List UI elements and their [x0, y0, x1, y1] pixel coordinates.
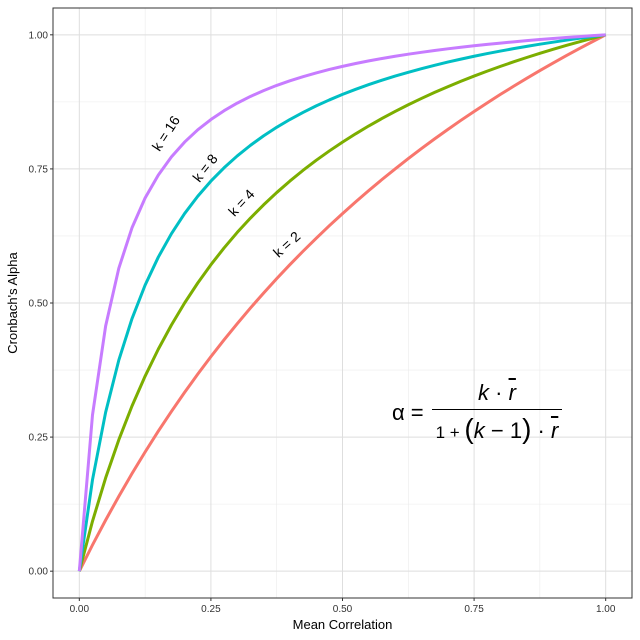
y-tick-label: 1.00: [29, 30, 49, 41]
x-tick-label: 0.00: [70, 604, 90, 615]
formula-equals: =: [410, 399, 424, 425]
series-line-k8: [77, 33, 606, 572]
series-line-k4: [77, 33, 607, 572]
formula-numerator: k · r: [474, 380, 520, 409]
formula-minus-one: − 1: [484, 418, 523, 443]
formula-rbar2: r: [550, 418, 559, 443]
x-axis-title: Mean Correlation: [293, 617, 393, 632]
y-tick-label: 0.75: [29, 164, 49, 175]
formula-close-paren: ): [522, 413, 532, 444]
formula-k: k: [477, 380, 489, 405]
x-tick-label: 0.50: [333, 604, 353, 615]
x-tick-label: 1.00: [596, 604, 616, 615]
curve-label: k = 8: [189, 151, 221, 185]
x-tick-label: 0.75: [464, 604, 484, 615]
formula-fraction: k · r 1 + (k − 1) · r: [431, 380, 563, 445]
formula-one: 1 +: [435, 423, 465, 442]
formula-dot: ·: [495, 380, 503, 405]
formula-k2: k: [473, 418, 485, 443]
formula-open-paren: (: [464, 413, 474, 444]
formula-dot2: ·: [537, 418, 545, 443]
formula-alpha: α: [392, 399, 405, 425]
panel-border: [52, 7, 633, 599]
formula-denominator: 1 + (k − 1) · r: [431, 409, 563, 445]
series-line-k2: [77, 33, 607, 572]
y-axis-title: Cronbach's Alpha: [5, 251, 20, 353]
y-tick-label: 0.50: [29, 299, 49, 310]
series-line-k16: [77, 33, 606, 572]
x-tick-label: 0.25: [201, 604, 221, 615]
formula-rbar: r: [508, 380, 516, 405]
y-tick-label: 0.00: [29, 567, 49, 578]
y-tick-label: 0.25: [29, 433, 49, 444]
formula-annotation: α = k · r 1 + (k − 1) · r: [392, 380, 563, 445]
